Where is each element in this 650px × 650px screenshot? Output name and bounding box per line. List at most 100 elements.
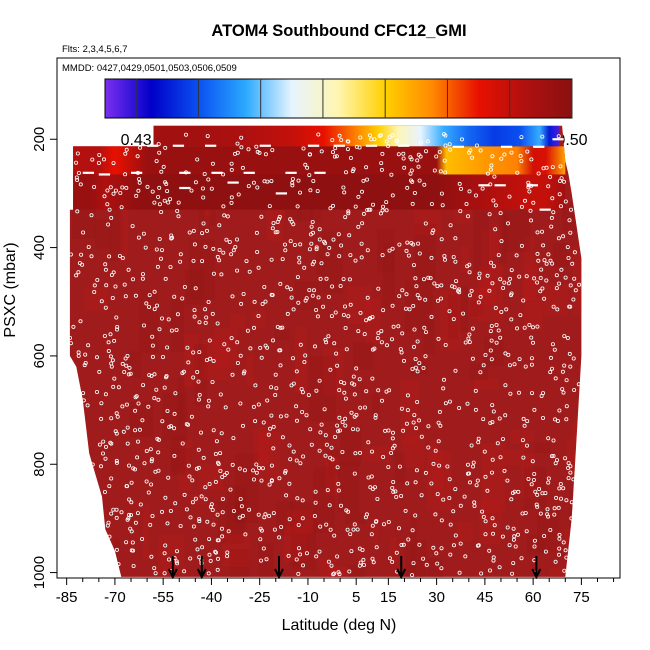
sample-point <box>380 208 385 213</box>
sample-point <box>220 496 225 501</box>
sample-point <box>314 245 319 250</box>
sample-point <box>211 428 216 433</box>
sample-point <box>211 246 216 251</box>
sample-point <box>349 549 354 554</box>
sample-point <box>396 152 401 157</box>
sample-point <box>319 149 324 154</box>
sample-point <box>551 438 556 443</box>
sample-point <box>292 242 297 247</box>
sample-point <box>231 508 236 513</box>
sample-point <box>271 446 276 451</box>
sample-point <box>155 264 160 269</box>
sample-point <box>400 331 405 336</box>
sample-point <box>215 512 220 517</box>
sample-point <box>441 377 446 382</box>
shading-patch <box>459 285 468 332</box>
sample-point <box>549 224 554 229</box>
sample-point <box>300 563 305 568</box>
sample-point <box>144 448 149 453</box>
sample-point <box>287 443 292 448</box>
sample-point <box>102 194 107 199</box>
sample-point <box>270 226 275 231</box>
sample-point <box>365 207 370 212</box>
sample-point <box>510 571 515 576</box>
sample-point <box>213 549 218 554</box>
y-tick-label: 200 <box>31 127 48 152</box>
sample-point <box>371 560 376 565</box>
sample-point <box>315 189 320 194</box>
sample-point <box>103 305 108 310</box>
sample-point <box>197 519 202 524</box>
sample-point <box>319 422 324 427</box>
sample-point <box>104 444 109 449</box>
sample-point <box>384 139 389 144</box>
sample-point <box>111 384 116 389</box>
sample-point <box>125 441 130 446</box>
sample-point <box>90 462 95 467</box>
sample-point <box>78 319 83 324</box>
sample-point <box>454 279 459 284</box>
sample-point <box>386 520 391 525</box>
sample-point <box>536 171 541 176</box>
sample-point <box>278 325 283 330</box>
sample-point <box>196 465 201 470</box>
sample-point <box>481 417 486 422</box>
sample-point <box>172 411 177 416</box>
sample-point <box>289 219 294 224</box>
sample-point <box>397 464 402 469</box>
sample-point <box>195 157 200 162</box>
sample-point <box>432 281 437 286</box>
sample-point <box>415 158 420 163</box>
sample-point <box>529 362 534 367</box>
sample-point <box>258 537 263 542</box>
sample-point <box>341 277 346 282</box>
sample-point <box>330 457 335 462</box>
shading-patch <box>362 446 390 462</box>
sample-point <box>390 133 395 138</box>
sample-point <box>111 270 116 275</box>
sample-point <box>201 221 206 226</box>
sample-point <box>361 178 366 183</box>
sample-point <box>176 214 181 219</box>
sample-point <box>417 251 422 256</box>
sample-point <box>457 570 462 575</box>
sample-point <box>207 481 212 486</box>
sample-point <box>390 430 395 435</box>
sample-point <box>166 317 171 322</box>
sample-point <box>370 315 375 320</box>
sample-point <box>367 133 372 138</box>
shading-patch <box>202 339 230 381</box>
sample-point <box>226 529 231 534</box>
sample-point <box>223 405 228 410</box>
sample-point <box>304 296 309 301</box>
sample-point <box>277 476 282 481</box>
sample-point <box>448 147 453 152</box>
sample-point <box>150 514 155 519</box>
sample-point <box>99 416 104 421</box>
sample-point <box>404 421 409 426</box>
sample-point <box>180 371 185 376</box>
sample-point <box>566 476 571 481</box>
sample-point <box>210 311 215 316</box>
sample-point <box>235 360 240 365</box>
sample-point <box>325 488 330 493</box>
sample-point <box>256 313 261 318</box>
sample-point <box>458 186 463 191</box>
sample-point <box>114 315 119 320</box>
sample-point <box>264 557 269 562</box>
sample-point <box>149 554 154 559</box>
sample-point <box>515 170 520 175</box>
sample-point <box>338 379 343 384</box>
sample-point <box>80 262 85 267</box>
sample-point <box>516 532 521 537</box>
sample-point <box>348 253 353 258</box>
sample-point <box>266 432 271 437</box>
sample-point <box>149 457 154 462</box>
sample-point <box>174 559 179 564</box>
sample-point <box>344 347 349 352</box>
sample-point <box>401 542 406 547</box>
sample-point <box>416 164 421 169</box>
sample-point <box>258 526 263 531</box>
sample-point <box>567 351 572 356</box>
sample-point <box>576 382 581 387</box>
